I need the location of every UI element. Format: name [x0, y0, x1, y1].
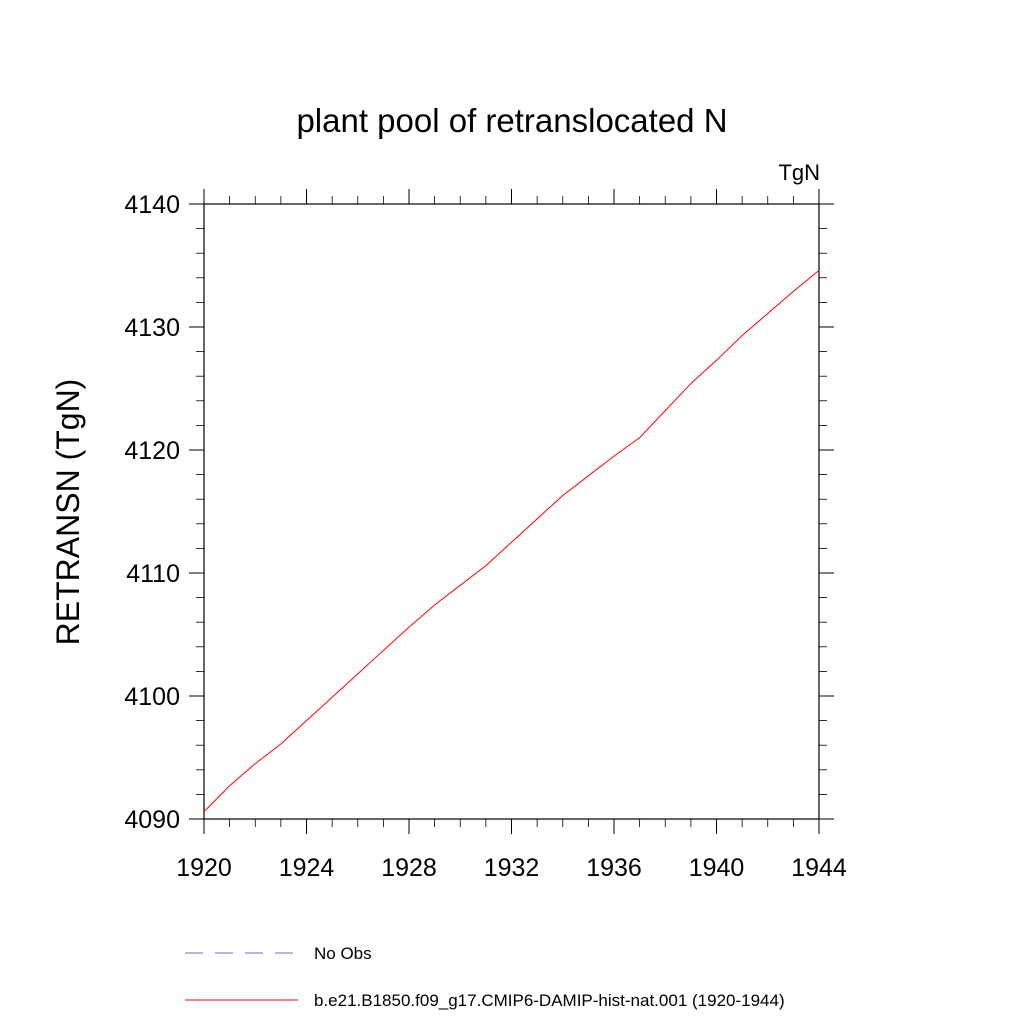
x-tick-label: 1936 [586, 854, 642, 882]
plot-frame [203, 203, 820, 820]
x-tick-label: 1932 [484, 854, 540, 882]
units-label: TgN [778, 160, 820, 185]
y-tick-label: 4140 [124, 191, 180, 219]
x-tick-label: 1928 [381, 854, 437, 882]
x-tick-label: 1924 [279, 854, 335, 882]
x-tick-label: 1920 [176, 854, 232, 882]
legend-label-no-obs: No Obs [314, 944, 372, 963]
legend: No Obs b.e21.B1850.f09_g17.CMIP6-DAMIP-h… [185, 944, 785, 1010]
y-tick-label: 4090 [124, 806, 180, 834]
chart-title: plant pool of retranslocated N [296, 102, 727, 139]
y-tick-label: 4130 [124, 314, 180, 342]
tick-labels: 1920 1924 1928 1932 1936 1940 1944 4090 4100 4110… [124, 191, 847, 882]
y-tick-label: 4100 [124, 683, 180, 711]
axis-ticks [189, 189, 834, 834]
y-axis-label: RETRANSN (TgN) [50, 379, 86, 646]
x-tick-label: 1944 [791, 854, 847, 882]
y-tick-label: 4110 [126, 560, 180, 588]
y-tick-label: 4120 [124, 437, 180, 465]
x-tick-label: 1940 [689, 854, 745, 882]
series-line [203, 270, 820, 812]
legend-label-model: b.e21.B1850.f09_g17.CMIP6-DAMIP-hist-nat… [314, 991, 785, 1010]
series-group [203, 270, 820, 812]
